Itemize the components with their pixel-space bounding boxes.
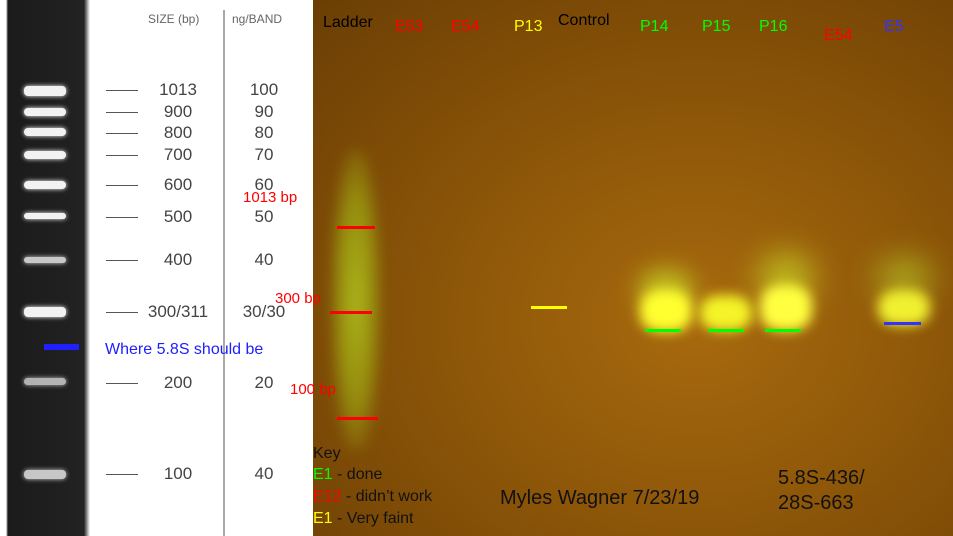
size-value: 900 [163, 102, 193, 121]
ladder-band [24, 86, 66, 96]
primer-2: 28S-663 [778, 492, 854, 514]
key-code: E12 [313, 488, 342, 505]
lane-label: E5 [884, 18, 904, 35]
marker-300 [330, 311, 372, 314]
ladder-lane-glow [331, 150, 381, 450]
ng-value: 80 [254, 123, 274, 142]
marker-p16 [765, 329, 801, 332]
ladder-tick [106, 112, 138, 113]
size-value: 300/311 [147, 302, 209, 321]
ladder-band [24, 151, 66, 159]
ladder-tick [106, 383, 138, 384]
ladder-band [24, 378, 66, 385]
key-title: Key [313, 445, 341, 462]
ng-value: 20 [254, 373, 274, 392]
lane-label: E53 [395, 18, 424, 35]
size-value: 100 [163, 464, 193, 483]
lane-label: E54 [451, 18, 480, 35]
ladder-tick [106, 155, 138, 156]
ng-header: ng/BAND [232, 12, 283, 26]
divider [223, 10, 225, 536]
ladder-tick [106, 133, 138, 134]
annotation: Where 5.8S should be [105, 341, 264, 358]
ladder-tick [106, 260, 138, 261]
size-value: 700 [163, 145, 193, 164]
size-label: 300 bp [275, 290, 321, 307]
key-code: E1 [313, 466, 333, 483]
size-header: SIZE (bp) [148, 12, 200, 26]
gel-image: Ladder E53 E54 P13 Control P14 P15 P16 E54 E5 [313, 0, 953, 536]
ng-value: 50 [254, 207, 274, 226]
key-code: E1 [313, 510, 333, 527]
ladder-band [24, 307, 66, 317]
lane-label: Control [558, 12, 610, 29]
ladder-band [24, 108, 66, 116]
size-value: 1013 [159, 80, 197, 99]
ladder-tick [106, 474, 138, 475]
key-item: E12 - didn’t work [313, 488, 432, 506]
band-p14 [640, 290, 692, 332]
ng-value: 90 [254, 102, 274, 121]
lane-label: Ladder [323, 14, 373, 31]
lane-label: P15 [702, 18, 731, 35]
size-label: 1013 bp [243, 189, 298, 206]
size-value: 600 [163, 175, 193, 194]
marker-100 [337, 417, 378, 420]
primer-1: 5.8S-436/ [778, 467, 865, 489]
ng-value: 60 [254, 175, 274, 194]
ladder-reference-image [0, 0, 92, 536]
ladder-band [24, 213, 66, 219]
primers: 5.8S-436/ 28S-663 [778, 466, 865, 516]
key-item: E1 - Very faint [313, 510, 414, 528]
ladder-tick [106, 312, 138, 313]
size-value: 200 [163, 373, 193, 392]
marker-e5 [884, 322, 921, 325]
key-item: E1 - done [313, 466, 382, 484]
ng-value: 30/30 [242, 302, 286, 321]
marker-p14 [645, 329, 681, 332]
ladder-tick [106, 185, 138, 186]
lane-label: E54 [824, 27, 853, 44]
marker-p13 [531, 306, 567, 309]
band-e5 [878, 290, 930, 326]
ladder-legend: SIZE (bp) ng/BAND 1013 100 900 90 800 80… [92, 0, 313, 536]
lane-label: P16 [759, 18, 788, 35]
key-text: - done [332, 466, 383, 483]
marker-1013 [337, 226, 375, 229]
size-value: 800 [163, 123, 193, 142]
band-p16 [760, 285, 812, 331]
ladder-band [24, 181, 66, 189]
ng-value: 40 [254, 250, 274, 269]
key-text: - Very faint [332, 510, 414, 527]
marker-p15 [708, 329, 744, 332]
lane-label: P13 [514, 18, 543, 35]
lane-label: P14 [640, 18, 669, 35]
ng-value: 70 [254, 145, 274, 164]
ladder-band [24, 128, 66, 136]
ng-value: 40 [254, 464, 274, 483]
ladder-band [24, 257, 66, 263]
key-text: - didn’t work [341, 488, 433, 505]
band-p15 [700, 295, 752, 331]
ladder-tick [106, 90, 138, 91]
expected-band-marker [44, 344, 79, 350]
size-value: 400 [163, 250, 193, 269]
ng-value: 100 [249, 80, 279, 99]
size-label: 100 bp [290, 381, 336, 398]
ladder-band [24, 470, 66, 479]
author-date: Myles Wagner 7/23/19 [500, 487, 700, 509]
size-value: 500 [163, 207, 193, 226]
ladder-tick [106, 217, 138, 218]
